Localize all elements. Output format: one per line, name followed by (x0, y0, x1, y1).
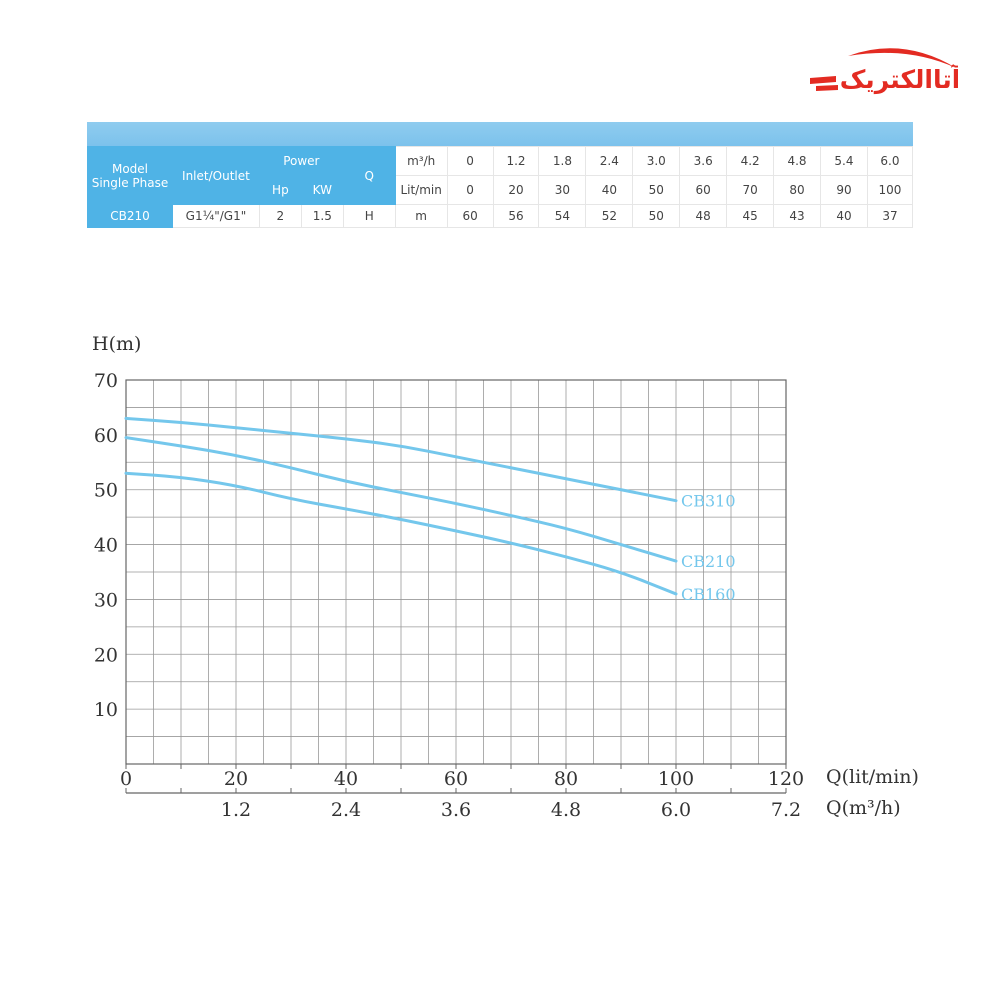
spec-table-band (87, 122, 913, 146)
x2-tick-label: 1.2 (221, 799, 251, 821)
series-line-cb310 (124, 416, 678, 503)
x-tick-label: 0 (120, 768, 132, 790)
unit-m: m (394, 204, 448, 228)
litmin-cell: 80 (773, 175, 821, 205)
head-cell: 45 (726, 204, 775, 228)
m3h-cell: 0 (446, 146, 494, 176)
y-axis-label: H(m) (92, 333, 141, 355)
hp-value: 2 (258, 204, 302, 228)
head-cell: 56 (492, 204, 540, 228)
model-value: CB210 (87, 204, 173, 228)
spec-table: Model Single Phase Inlet/Outlet Power Q … (87, 122, 914, 228)
spec-table-grid: Model Single Phase Inlet/Outlet Power Q … (87, 146, 914, 228)
litmin-cell: 70 (726, 175, 775, 205)
head-cell: 54 (538, 204, 587, 228)
litmin-cell: 60 (679, 175, 728, 205)
x-tick-label: 20 (224, 768, 248, 790)
kw-value: 1.5 (300, 204, 344, 228)
chart-grid (125, 379, 787, 794)
q-header: Q (342, 146, 396, 205)
m3h-cell: 1.8 (538, 146, 587, 176)
brand-logo: آتاالکتریک (810, 48, 958, 95)
model-header: Model Single Phase (87, 146, 173, 205)
head-cell: 52 (585, 204, 634, 228)
litmin-cell: 50 (632, 175, 681, 205)
x-axis-label: Q(lit/min) (826, 766, 919, 788)
m3h-cell: 3.6 (679, 146, 728, 176)
m3h-cell: 2.4 (585, 146, 634, 176)
litmin-cell: 90 (820, 175, 868, 205)
x-axis-label-secondary: Q(m³/h) (826, 797, 901, 819)
head-cell: 43 (773, 204, 821, 228)
x2-tick-label: 7.2 (771, 799, 801, 821)
litmin-cell: 0 (446, 175, 494, 205)
logo-text: آتاالکتریک (840, 64, 958, 95)
series-line-cb160 (124, 471, 678, 596)
pump-curve-chart: 10 20 30 40 50 60 70 0 20 40 60 80 100 120 1.2 2.4 3.6 4.… (92, 333, 919, 821)
head-cell: 60 (446, 204, 494, 228)
kw-header: KW (300, 175, 344, 205)
y-tick-label: 70 (94, 370, 118, 392)
logo-swoosh-icon (848, 48, 956, 68)
single-phase-label: Single Phase (91, 175, 169, 190)
chart-ticks: 10 20 30 40 50 60 70 0 20 40 60 80 100 120 1.2 2.4 3.6 4.… (94, 370, 804, 821)
chart-series: CB310 CB210 CB160 (124, 416, 736, 604)
model-label: Model (111, 161, 148, 176)
y-tick-label: 20 (94, 644, 118, 666)
head-cell: 48 (679, 204, 728, 228)
x2-tick-label: 2.4 (331, 799, 361, 821)
inlet-outlet-header: Inlet/Outlet (171, 146, 260, 205)
y-tick-label: 40 (94, 535, 118, 557)
m3h-cell: 3.0 (632, 146, 681, 176)
series-label-cb160: CB160 (681, 585, 736, 604)
unit-litmin: Lit/min (394, 175, 448, 205)
inlet-outlet-value: G1¼"/G1" (171, 204, 260, 228)
m3h-cell: 5.4 (820, 146, 868, 176)
hp-header: Hp (258, 175, 302, 205)
y-tick-label: 30 (94, 589, 118, 611)
series-label-cb210: CB210 (681, 552, 736, 571)
m3h-cell: 1.2 (492, 146, 540, 176)
head-cell: 37 (866, 204, 914, 228)
x-tick-label: 80 (554, 768, 578, 790)
x2-tick-label: 4.8 (551, 799, 581, 821)
x-tick-label: 40 (334, 768, 358, 790)
y-tick-label: 50 (94, 480, 118, 502)
m3h-cell: 4.8 (773, 146, 821, 176)
x2-tick-label: 3.6 (441, 799, 471, 821)
litmin-cell: 30 (538, 175, 587, 205)
unit-m3h: m³/h (394, 146, 448, 176)
head-cell: 40 (820, 204, 868, 228)
litmin-cell: 20 (492, 175, 540, 205)
x-tick-label: 60 (444, 768, 468, 790)
series-label-cb310: CB310 (681, 492, 736, 511)
y-tick-label: 60 (94, 425, 118, 447)
m3h-cell: 4.2 (726, 146, 775, 176)
h-label: H (342, 204, 396, 228)
x2-tick-label: 6.0 (661, 799, 691, 821)
litmin-cell: 40 (585, 175, 634, 205)
series-line-cb210 (124, 436, 678, 563)
logo-streak-icon (810, 76, 838, 91)
x-tick-label: 100 (658, 768, 694, 790)
x-tick-label: 120 (768, 768, 804, 790)
power-header: Power (258, 146, 344, 176)
y-tick-label: 10 (94, 699, 118, 721)
m3h-cell: 6.0 (866, 146, 914, 176)
litmin-cell: 100 (866, 175, 914, 205)
head-cell: 50 (632, 204, 681, 228)
